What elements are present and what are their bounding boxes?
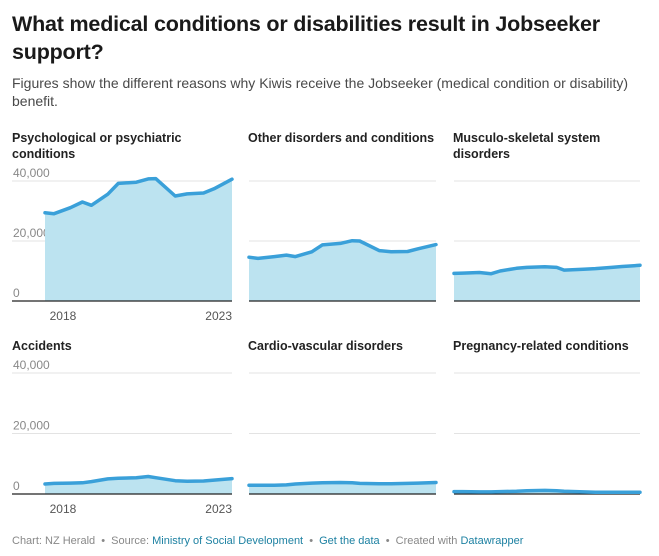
y-tick-label: 0	[13, 479, 20, 493]
get-the-data-link[interactable]: Get the data	[319, 535, 380, 547]
series-line	[43, 474, 234, 486]
series-line	[43, 176, 234, 216]
x-tick-label: 2018	[50, 309, 77, 323]
panel-chart: 0 20,000 40,000 2018 2023	[12, 166, 234, 323]
source-label: Source:	[111, 535, 150, 547]
y-tick-label: 40,000	[13, 166, 50, 180]
created-with-label: Created with	[395, 535, 458, 547]
x-tick-label: 2018	[50, 502, 77, 516]
series-line	[247, 480, 438, 487]
panel-chart: 0 20,000 40,000 2018 2023	[12, 358, 234, 516]
panel-chart	[452, 372, 642, 495]
panel-title: Musculo-skeletal system disorders	[453, 131, 601, 161]
series-line	[452, 263, 642, 276]
panel-chart	[247, 180, 438, 302]
panel-other-disorders: Other disorders and conditions	[247, 130, 448, 330]
separator: •	[385, 535, 390, 547]
panel-chart	[247, 372, 438, 495]
x-tick-label: 2023	[205, 502, 232, 516]
panel-accidents: Accidents 0 20,000 40,000 2018 2023	[12, 338, 234, 538]
series-area	[45, 476, 232, 494]
panel-pregnancy-related: Pregnancy-related conditions	[452, 338, 653, 538]
panel-title: Other disorders and conditions	[248, 131, 435, 145]
panel-title: Pregnancy-related conditions	[453, 339, 629, 353]
panel-title: Cardio-vascular disorders	[248, 339, 403, 353]
y-tick-label: 20,000	[13, 419, 50, 433]
y-tick-label: 0	[13, 286, 20, 300]
chart-title: What medical conditions or disabilities …	[12, 12, 600, 64]
chart-credit: Chart: NZ Herald	[12, 535, 96, 547]
panel-cardio-vascular: Cardio-vascular disorders	[247, 338, 448, 538]
panel-psychological: Psychological or psychiatric conditions …	[12, 130, 234, 330]
panel-musculo-skeletal: Musculo-skeletal system disorders	[452, 130, 653, 330]
series-line	[452, 488, 642, 494]
x-tick-label: 2023	[205, 309, 232, 323]
source-link[interactable]: Ministry of Social Development	[152, 535, 304, 547]
series-line	[247, 238, 438, 261]
y-tick-label: 20,000	[13, 226, 50, 240]
chart-footer: Chart: NZ Herald • Source: Ministry of S…	[12, 535, 523, 547]
separator: •	[101, 535, 106, 547]
series-area	[454, 265, 640, 301]
chart-subtitle: Figures show the different reasons why K…	[12, 75, 629, 109]
panel-title: Accidents	[12, 339, 72, 353]
separator: •	[309, 535, 314, 547]
series-area	[249, 240, 436, 301]
panel-title: Psychological or psychiatric conditions	[12, 131, 182, 161]
datawrapper-link[interactable]: Datawrapper	[460, 535, 524, 547]
series-area	[45, 178, 232, 301]
y-tick-label: 40,000	[13, 358, 50, 372]
panel-chart	[452, 180, 642, 302]
